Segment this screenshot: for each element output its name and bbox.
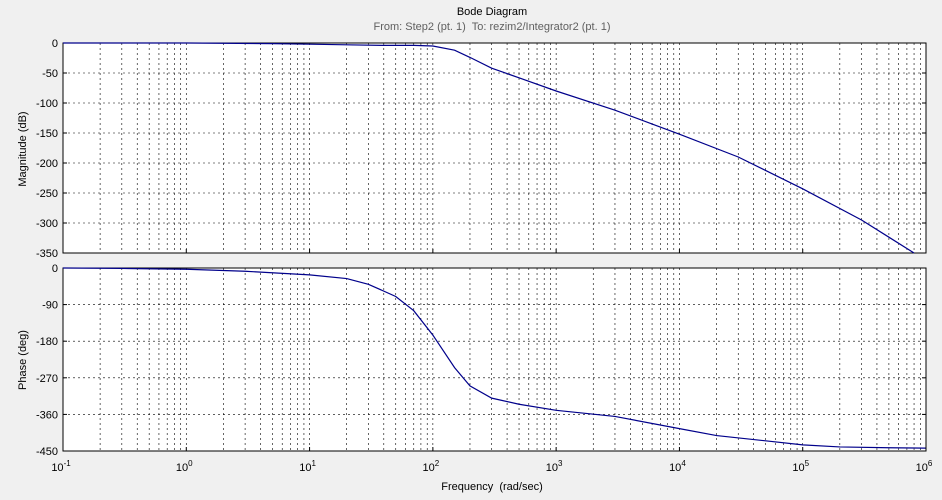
- magnitude-grid: [63, 43, 926, 253]
- phase-ylabel: Phase (deg): [17, 330, 29, 390]
- y-tick-label: -360: [36, 409, 58, 421]
- x-tick-label: 105: [792, 459, 809, 474]
- x-tick-label: 102: [423, 459, 440, 474]
- y-tick-label: -250: [36, 188, 58, 200]
- magnitude-axes-frame: [62, 42, 927, 254]
- y-tick-label: -270: [36, 373, 58, 385]
- y-tick-label: -100: [36, 98, 58, 110]
- phase-axes-frame: [62, 267, 927, 452]
- x-tick-label: 104: [669, 459, 686, 474]
- y-tick-label: -180: [36, 336, 58, 348]
- x-tick-label: 106: [916, 459, 933, 474]
- x-tick-label: 101: [299, 459, 316, 474]
- y-tick-label: -200: [36, 158, 58, 170]
- phase-panel: 0 -90 -180 -270 -360 -450: [36, 263, 927, 458]
- x-axis-label: Frequency (rad/sec): [441, 481, 542, 493]
- y-tick-label: -50: [42, 68, 58, 80]
- y-tick-label: 0: [52, 263, 58, 275]
- y-tick-label: 0: [52, 38, 58, 50]
- magnitude-series-line: [63, 42, 915, 254]
- x-tick-label: 10-1: [51, 459, 71, 474]
- phase-series-line: [62, 267, 927, 449]
- magnitude-axes-background: [63, 43, 926, 253]
- phase-axes-background: [63, 268, 926, 451]
- chart-subtitle: From: Step2 (pt. 1) To: rezim2/Integrato…: [374, 21, 611, 33]
- x-tick-label: 103: [546, 459, 563, 474]
- phase-grid: [63, 268, 926, 451]
- magnitude-panel: 0 -50 -100 -150 -200 -250 -300 -350: [36, 38, 927, 260]
- y-tick-label: -90: [42, 300, 58, 312]
- x-tick-labels: 10-1 100 101 102 103 104 105 106: [51, 249, 933, 474]
- y-tick-label: -450: [36, 446, 58, 458]
- magnitude-ylabel: Magnitude (dB): [17, 111, 29, 186]
- y-tick-label: -150: [36, 128, 58, 140]
- chart-title: Bode Diagram: [457, 6, 527, 18]
- x-tick-label: 100: [176, 459, 193, 474]
- y-tick-label: -350: [36, 248, 58, 260]
- y-tick-label: -300: [36, 218, 58, 230]
